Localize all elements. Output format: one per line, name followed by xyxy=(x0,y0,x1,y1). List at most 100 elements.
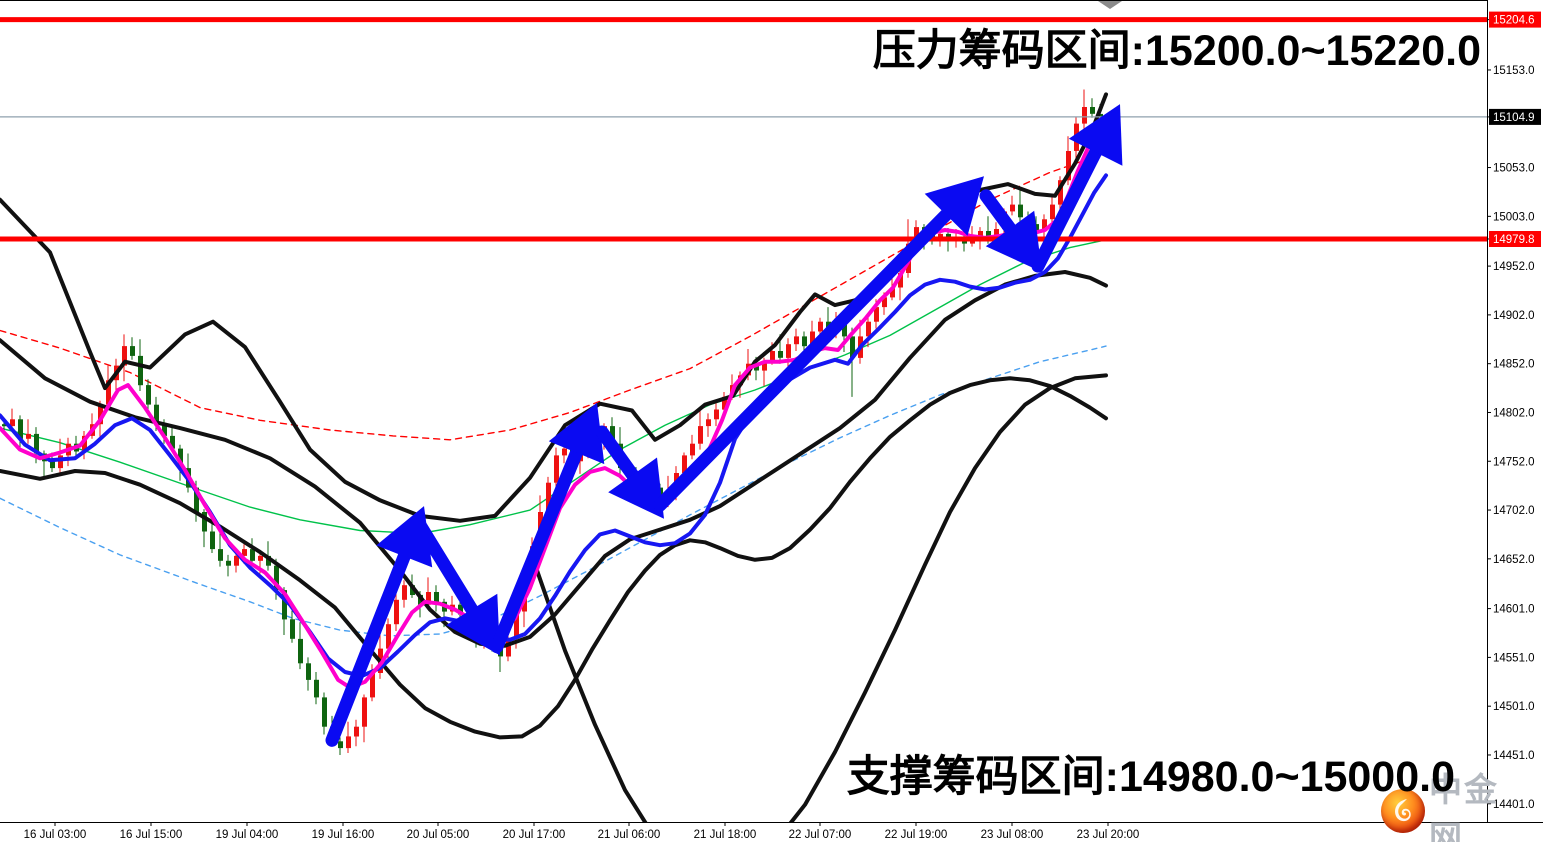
candle-body xyxy=(354,726,359,737)
x-axis-label: 20 Jul 05:00 xyxy=(407,829,470,841)
candle-body xyxy=(842,318,847,337)
candle-body xyxy=(274,565,279,591)
candle-body xyxy=(346,736,351,749)
candle-body xyxy=(610,426,615,444)
x-axis-labels: 16 Jul 03:00 16 Jul 15:00 19 Jul 04:00 19 J… xyxy=(24,822,1140,841)
candle-body xyxy=(98,404,103,425)
candle-body xyxy=(458,604,463,615)
candle-body xyxy=(258,555,263,561)
candle-body xyxy=(498,648,503,657)
arrow-shaft[interactable] xyxy=(595,425,643,487)
x-axis-label: 19 Jul 04:00 xyxy=(216,829,279,841)
x-axis-label: 22 Jul 19:00 xyxy=(885,829,948,841)
candle-body xyxy=(762,360,767,371)
trend-arrows[interactable] xyxy=(325,104,1123,747)
candle-body xyxy=(1090,107,1095,114)
price-badge-red xyxy=(1489,11,1541,28)
arrow-shaft[interactable] xyxy=(325,544,413,747)
candle-body xyxy=(1050,204,1055,220)
candle-body xyxy=(914,227,919,244)
y-axis-label: 15204.6 xyxy=(1493,15,1535,27)
candle-body xyxy=(698,426,703,444)
candle-body xyxy=(10,419,15,427)
candle-body xyxy=(178,448,183,469)
candle-body xyxy=(234,555,239,566)
candle-body xyxy=(194,487,199,512)
candle-body xyxy=(394,599,399,625)
candle-body xyxy=(226,560,231,566)
arrow-head[interactable] xyxy=(608,457,664,519)
bollinger-lower-line xyxy=(0,376,1108,740)
candle-body xyxy=(298,638,303,664)
candle-body xyxy=(154,404,159,425)
candle-body xyxy=(874,307,879,322)
y-axis-label: 14501.0 xyxy=(1493,701,1535,713)
arrow-head[interactable] xyxy=(1068,104,1123,166)
arrow-shaft[interactable] xyxy=(653,204,957,512)
arrow-head[interactable] xyxy=(446,593,500,656)
chart-shift-marker-icon[interactable] xyxy=(1098,1,1122,9)
candle-body xyxy=(1066,151,1071,181)
candle-body xyxy=(218,549,223,561)
candle-body xyxy=(682,455,687,473)
candle-body xyxy=(402,585,407,600)
y-axis-label: 15104.9 xyxy=(1493,112,1535,124)
arrow-shaft[interactable] xyxy=(979,189,1021,240)
candle-body xyxy=(786,344,791,358)
ma-lightblue-dashed-line xyxy=(0,345,1107,637)
candle-body xyxy=(426,592,431,605)
y-axis-label: 14979.8 xyxy=(1493,234,1535,246)
y-axis-label: 14802.0 xyxy=(1493,408,1535,420)
x-axis-label: 16 Jul 15:00 xyxy=(120,829,183,841)
candle-body xyxy=(898,272,903,288)
y-axis-label: 15053.0 xyxy=(1493,163,1535,175)
resistance-zone-annotation[interactable]: 压力筹码区间:15200.0~15220.0 xyxy=(872,27,1481,75)
plot-area[interactable] xyxy=(0,17,1487,842)
y-axis-label: 14952.0 xyxy=(1493,261,1535,273)
candle-body xyxy=(282,590,287,620)
candle-body xyxy=(50,461,55,469)
candle-body xyxy=(978,231,983,237)
y-axis-label: 14852.0 xyxy=(1493,359,1535,371)
watermark: 中金网 CNGOLD.COM.CN 中 文 财 经 新 媒 体 xyxy=(1381,763,1533,842)
x-axis-label: 23 Jul 08:00 xyxy=(981,829,1044,841)
level-lines xyxy=(0,17,1487,242)
candle-body xyxy=(370,673,375,698)
candle-body xyxy=(994,229,999,239)
arrow-shaft[interactable] xyxy=(490,440,586,654)
candle-body xyxy=(1010,204,1015,212)
candle-body xyxy=(162,424,167,436)
y-axis-label: 14401.0 xyxy=(1493,799,1535,811)
candle-body xyxy=(810,331,815,347)
candle-body xyxy=(1042,219,1047,231)
candle-body xyxy=(554,455,559,483)
arrow-shaft[interactable] xyxy=(1031,140,1105,273)
y-axis-label: 14752.0 xyxy=(1493,456,1535,468)
candle-body xyxy=(250,549,255,561)
candle-body xyxy=(82,435,87,452)
candle-body xyxy=(138,355,143,386)
candle-body xyxy=(314,679,319,698)
candle-body xyxy=(514,611,519,639)
arrow-head[interactable] xyxy=(985,210,1042,272)
candle-body xyxy=(362,697,367,727)
x-axis-label: 23 Jul 20:00 xyxy=(1077,829,1140,841)
bollinger-middle-line xyxy=(0,270,1108,648)
y-axis-label: 14601.0 xyxy=(1493,604,1535,616)
candle-body xyxy=(706,419,711,427)
candle-body xyxy=(866,321,871,337)
candle-body xyxy=(210,531,215,550)
candle-body xyxy=(1018,204,1023,218)
arrow-shaft[interactable] xyxy=(414,520,482,621)
arrow-head[interactable] xyxy=(924,176,984,236)
arrow-head[interactable] xyxy=(548,402,605,465)
candle-body xyxy=(266,555,271,566)
bollinger-lower-wide-line xyxy=(533,373,1108,822)
support-zone-annotation[interactable]: 支撑筹码区间:14980.0~15000.0 xyxy=(846,753,1455,801)
candle-body xyxy=(386,624,391,649)
candle-body xyxy=(434,592,439,602)
candle-body xyxy=(1058,180,1063,205)
candle-body xyxy=(690,443,695,456)
y-axis-label: 14652.0 xyxy=(1493,554,1535,566)
